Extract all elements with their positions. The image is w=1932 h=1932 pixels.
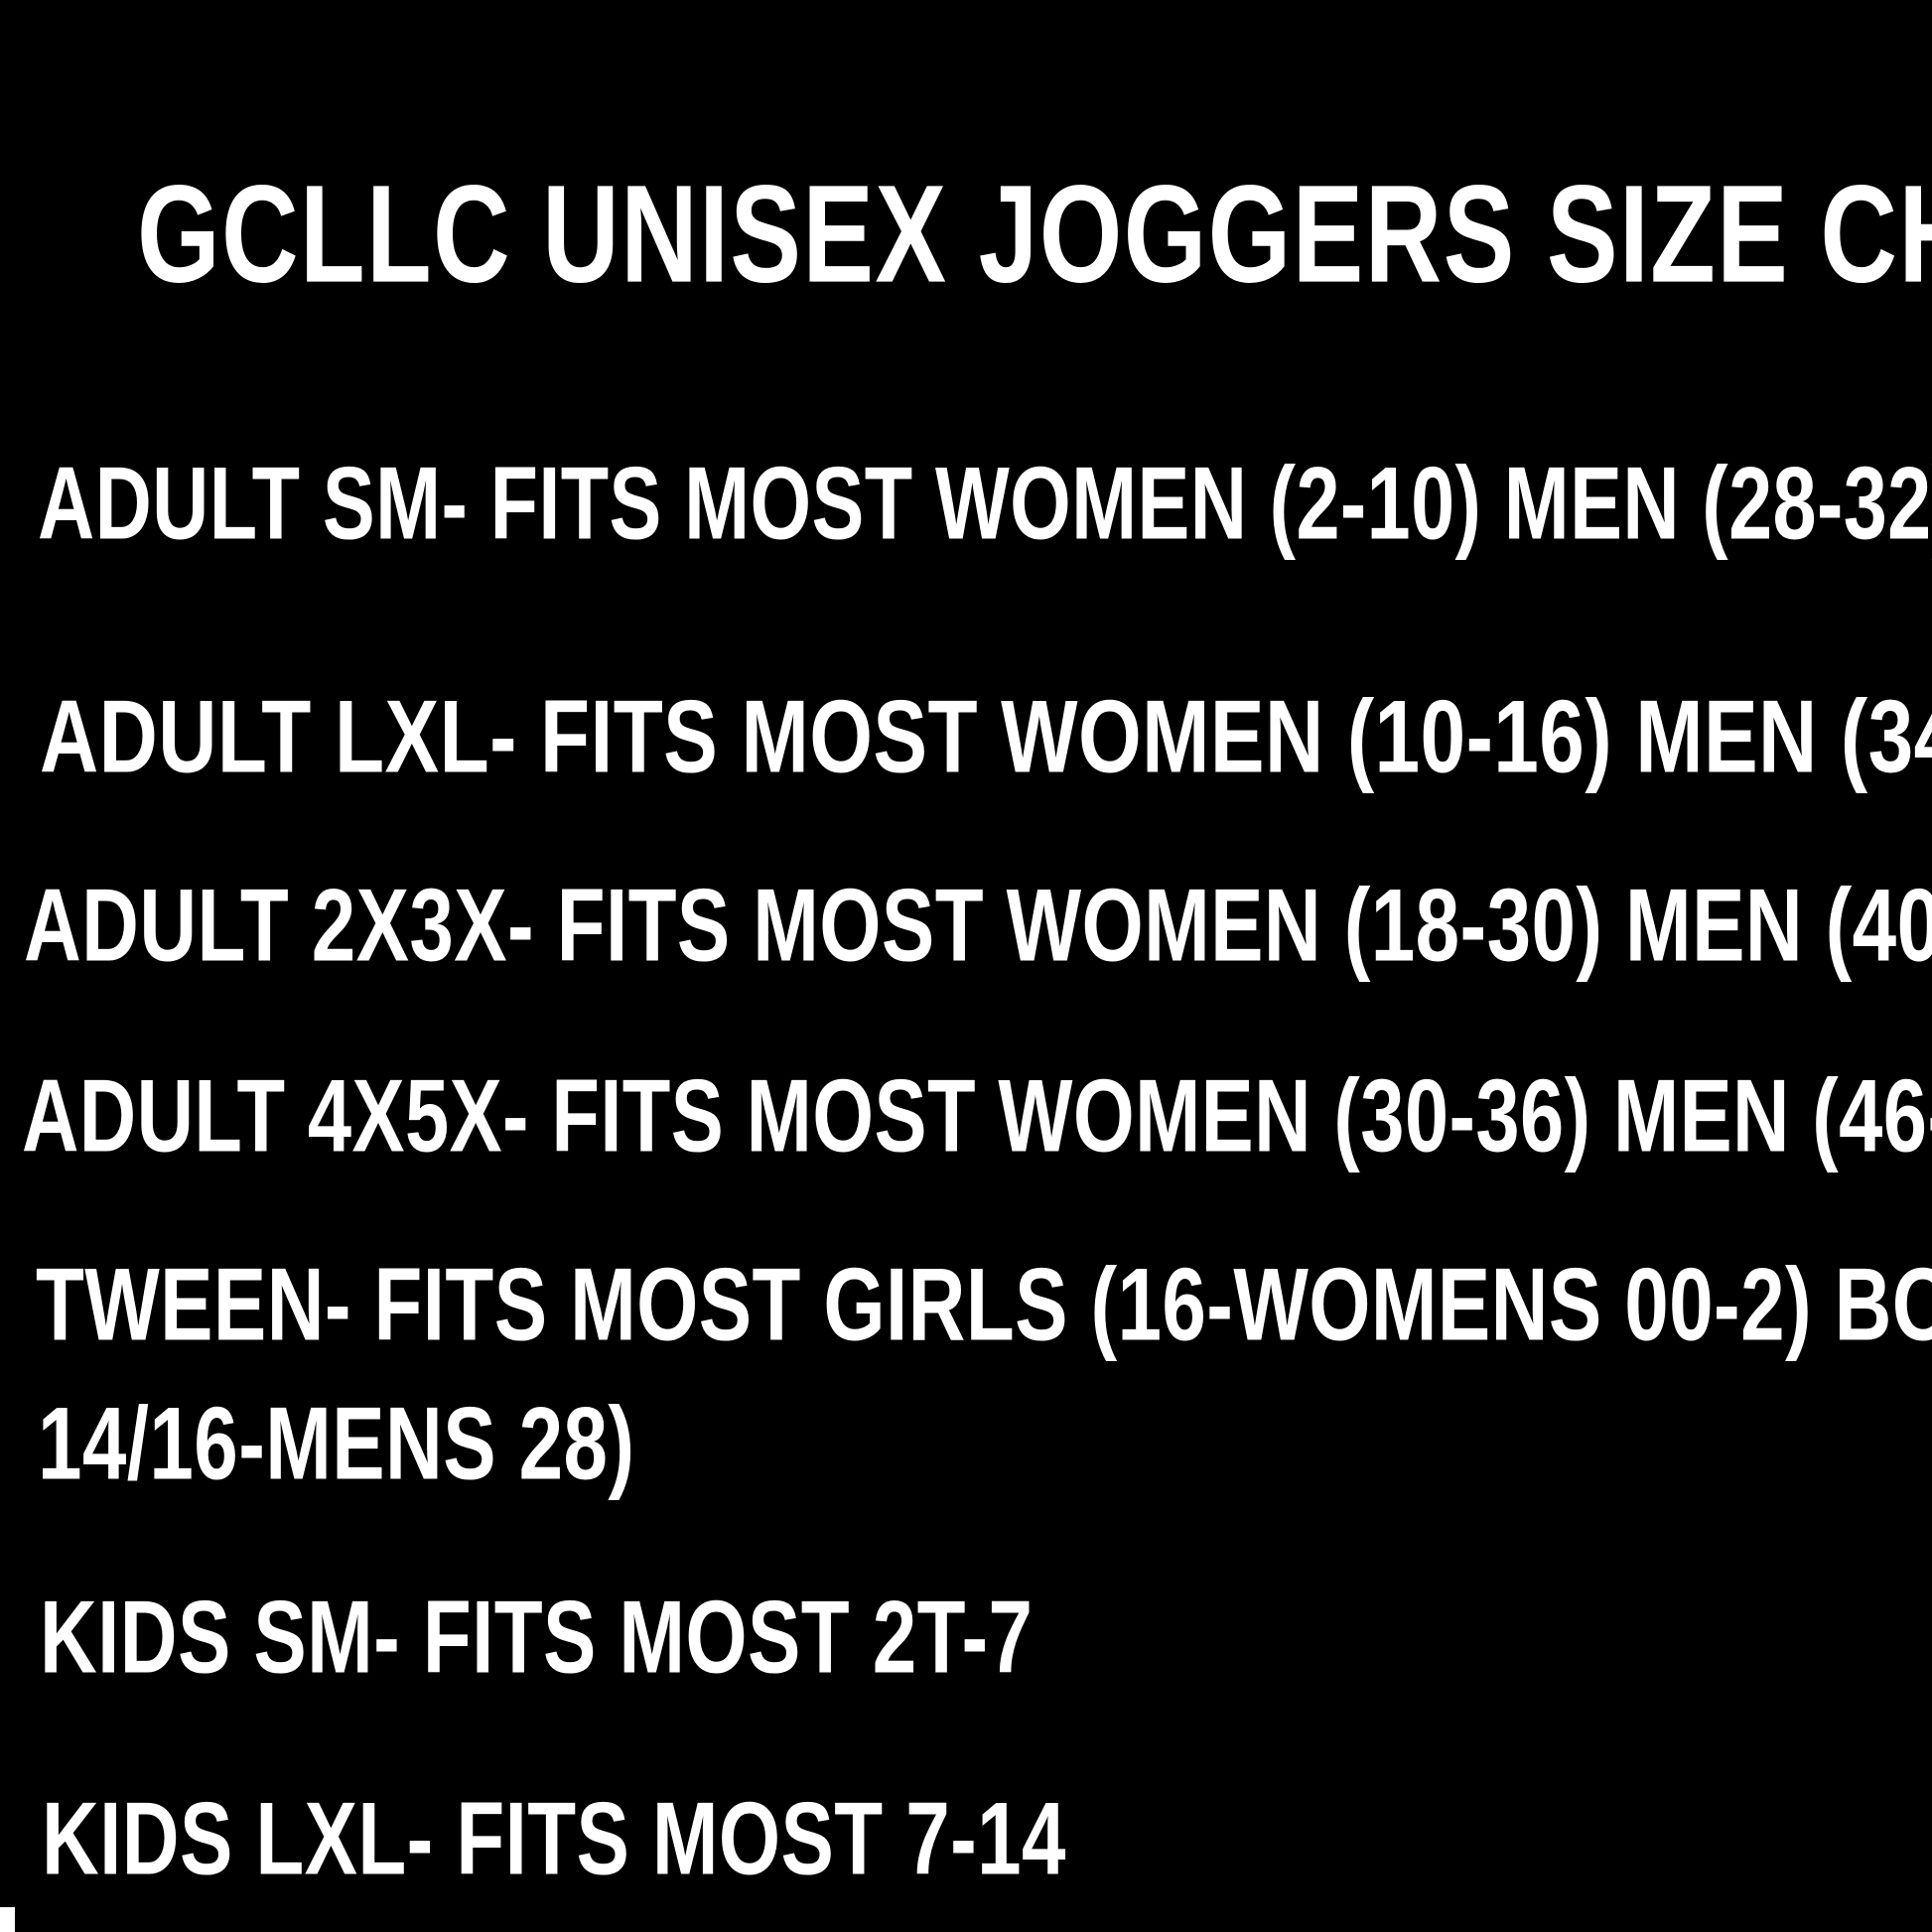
size-row-adult-2x3x: ADULT 2X3X- FITS MOST WOMEN (18-30) MEN … [24, 867, 1932, 984]
size-row-kids-lxl: KIDS LXL- FITS MOST 7-14 [42, 1780, 1066, 1897]
size-row-adult-lxl: ADULT LXL- FITS MOST WOMEN (10-16) MEN (… [40, 678, 1932, 795]
size-row-tween-line-1: TWEEN- FITS MOST GIRLS (16-WOMENS 00-2) … [36, 1246, 1932, 1363]
size-row-adult-sm: ADULT SM- FITS MOST WOMEN (2-10) MEN (28… [38, 445, 1932, 562]
size-row-tween-line-2: 14/16-MENS 28) [38, 1385, 635, 1502]
size-row-kids-sm: KIDS SM- FITS MOST 2T-7 [40, 1579, 1034, 1696]
page-title: GCLLC UNISEX JOGGERS SIZE CHART [137, 156, 1932, 312]
corner-notch-artifact [0, 1907, 15, 1932]
size-row-adult-4x5x: ADULT 4X5X- FITS MOST WOMEN (30-36) MEN … [22, 1057, 1932, 1174]
